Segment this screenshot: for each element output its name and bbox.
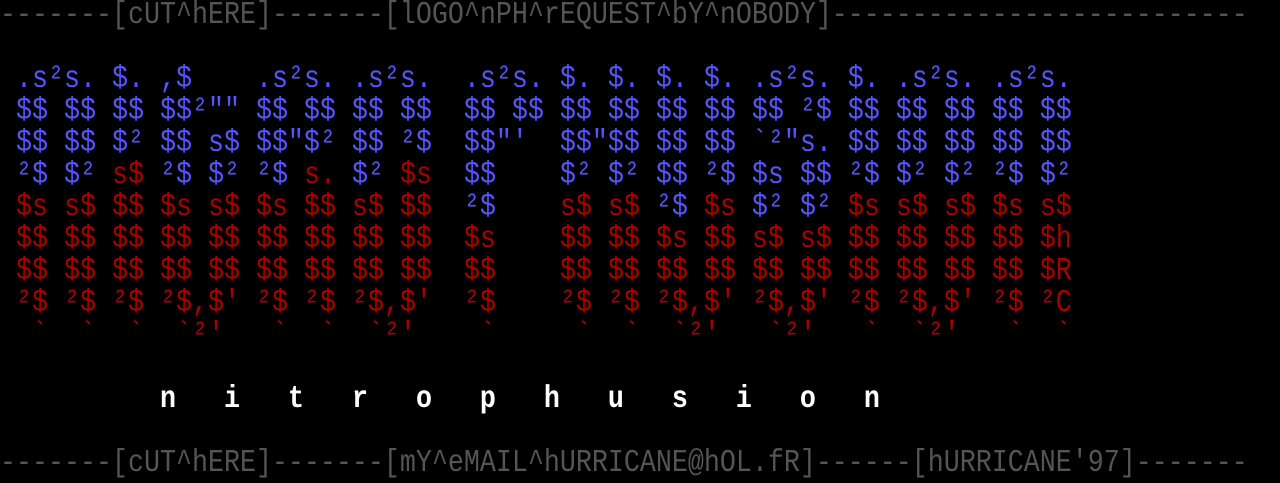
art-row: .s²s. $. ,$ .s²s. .s²s. .s²s. $. $. $. $…: [0, 61, 1072, 99]
art-segment: s$: [95, 158, 144, 194]
art-segment: $s s$ s$ $s s$: [831, 190, 1072, 226]
art-segment: $$ $$ $$ $$ $$ $$ $$ $$ $$ $s $$ $$ $s $…: [0, 222, 1072, 258]
art-segment: $s: [383, 158, 432, 194]
art-segment: $$ $$ $$ $$²"" $$ $$ $$ $$ $$ $$ $$ $$ $…: [0, 94, 1072, 130]
art-row: ²$ $² s$ ²$ $² ²$ s. $² $s $$ $² $² $$ ²…: [0, 157, 1072, 195]
art-segment: ²$ ²$ ²$ ²$,$' ²$ ²$ ²$,$' ²$ ²$ ²$ ²$,$…: [0, 286, 1072, 322]
art-segment: $²: [335, 158, 384, 194]
art-segment: $s s$ $$ $s s$ $s $$ s$ $$: [0, 190, 432, 226]
art-row: $$ $$ $² $$ s$ $$"$² $$ ²$ $$"' $$"$$ $$…: [0, 125, 1072, 163]
art-row: $$ $$ $$ $$ $$ $$ $$ $$ $$ $s $$ $$ $s $…: [0, 221, 1072, 259]
art-segment: ²$ $² ²$: [143, 158, 288, 194]
art-row: $$ $$ $$ $$²"" $$ $$ $$ $$ $$ $$ $$ $$ $…: [0, 93, 1072, 131]
footer-cut-line: -------[cUT^hERE]-------[mY^eMAIL^hURRIC…: [0, 446, 1248, 482]
art-segment: s$ s$: [495, 190, 640, 226]
art-segment: $$ $$ $² $$ s$ $$"$² $$ ²$ $$"' $$"$$ $$…: [0, 126, 1072, 162]
art-segment: .s²s. $. ,$ .s²s. .s²s. .s²s. $. $. $. $…: [0, 62, 1072, 98]
art-segment: ²$: [431, 190, 496, 226]
art-segment: $$ $$ $$ $$ $$ $$ $$ $$ $$ $$ $$ $$ $$ $…: [0, 254, 1072, 290]
art-row: ` ` ` `²' ` ` `²' ` ` ` `²' `²' ` `²' ` …: [0, 317, 1072, 355]
header-cut-line: -------[cUT^hERE]-------[lOGO^nPH^rEQUES…: [0, 0, 1248, 34]
art-row: $s s$ $$ $s s$ $s $$ s$ $$ ²$ s$ s$ ²$ $…: [0, 189, 1072, 227]
art-segment: $² $²: [735, 190, 832, 226]
group-name-title: n i t r o p h u s i o n: [160, 382, 880, 418]
art-segment: ` ` ` `²' ` ` `²' ` ` ` `²' `²' ` `²' ` …: [0, 318, 1072, 354]
art-segment: ²$ $²: [0, 158, 96, 194]
art-segment: $$ $² $² $$ ²$ $s $$ ²$ $² $² ²$ $²: [431, 158, 1072, 194]
art-segment: ²$: [639, 190, 688, 226]
art-row: $$ $$ $$ $$ $$ $$ $$ $$ $$ $$ $$ $$ $$ $…: [0, 253, 1072, 291]
art-row: ²$ ²$ ²$ ²$,$' ²$ ²$ ²$,$' ²$ ²$ ²$ ²$,$…: [0, 285, 1072, 323]
art-segment: $s: [687, 190, 736, 226]
art-segment: s.: [287, 158, 336, 194]
